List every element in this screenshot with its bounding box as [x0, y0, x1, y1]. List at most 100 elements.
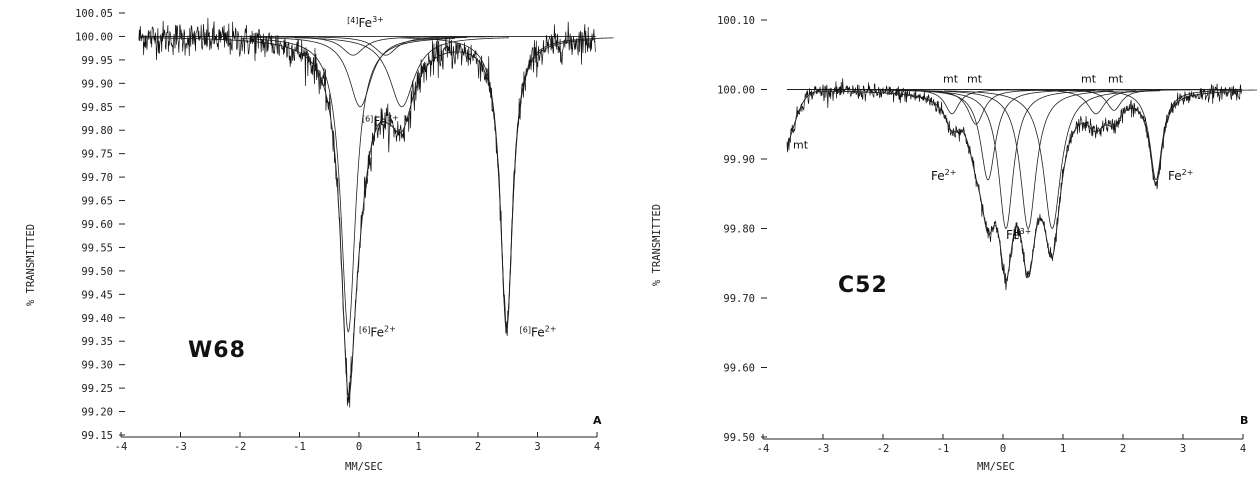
- x-tick-label: -4: [757, 443, 770, 455]
- y-tick-label: 99.15: [81, 430, 113, 442]
- peak-annotation: mt: [1108, 73, 1124, 86]
- panel-a-sample-label: W68: [188, 338, 246, 363]
- y-tick-label: 99.80: [723, 224, 755, 236]
- panel-a-chart: 100.05 100.00 99.95 99.90 99.85 99.80 99.75 99.…: [25, 8, 614, 473]
- panel-b-chart: 100.10 100.00 99.90 99.80 99.70 99.60 99.50 -4…: [651, 15, 1257, 473]
- y-tick-label: 99.90: [723, 154, 755, 166]
- panel-a-y-axis-label: % TRANSMITTED: [25, 224, 37, 306]
- y-tick-label: 99.25: [81, 383, 113, 395]
- x-tick-label: -1: [937, 443, 950, 455]
- x-tick-label: 3: [534, 441, 540, 453]
- y-tick-label: 99.20: [81, 407, 113, 419]
- peak-annotation: Fe2+: [1168, 168, 1193, 183]
- y-tick-label: 99.75: [81, 149, 113, 161]
- annotation-text: Fe: [931, 169, 945, 183]
- component-curve: [399, 37, 614, 329]
- y-tick-label: 99.60: [81, 219, 113, 231]
- annotation-text: Fe: [1006, 228, 1020, 242]
- y-tick-label: 99.35: [81, 336, 113, 348]
- panel-b-letter: B: [1240, 414, 1248, 427]
- annotation-charge: 2+: [545, 325, 557, 334]
- annotation-charge: 3+: [387, 114, 399, 123]
- y-tick-label: 99.70: [723, 293, 755, 305]
- y-tick-label: 99.90: [81, 78, 113, 90]
- y-tick-label: 99.70: [81, 172, 113, 184]
- panel-a-x-ticks: -4 -3 -2 -1 0 1 2 3 4: [115, 432, 600, 453]
- annotation-prefix: [6]: [520, 326, 531, 335]
- panel-b-envelope: [786, 90, 1242, 281]
- annotation-charge: 2+: [384, 325, 396, 334]
- annotation-text: Fe: [1168, 169, 1182, 183]
- x-tick-label: -2: [234, 441, 247, 453]
- panel-b-y-ticks: 100.10 100.00 99.90 99.80 99.70 99.60 99.50: [717, 15, 767, 444]
- peak-annotation: mt: [793, 139, 809, 152]
- annotation-prefix: [4]: [347, 16, 358, 25]
- y-tick-label: 99.45: [81, 289, 113, 301]
- peak-annotation: [4]Fe3+: [347, 15, 384, 30]
- y-tick-label: 99.60: [723, 363, 755, 375]
- y-tick-label: 100.05: [75, 8, 113, 20]
- y-tick-label: 100.00: [75, 31, 113, 43]
- peak-annotation: [6]Fe2+: [359, 325, 396, 340]
- x-tick-label: -2: [877, 443, 890, 455]
- panel-a-envelope: [138, 37, 596, 398]
- y-tick-label: 100.00: [717, 85, 755, 97]
- component-curve: [944, 90, 1161, 229]
- panel-a-annotations: [4]Fe3+[6]Fe3+[6]Fe2+ [6]Fe2+: [347, 15, 556, 339]
- component-curve: [920, 90, 1137, 230]
- x-tick-label: 1: [1060, 443, 1066, 455]
- panel-b-x-ticks: -4 -3 -2 -1 0 1 2 3 4: [757, 434, 1246, 455]
- y-tick-label: 99.50: [81, 266, 113, 278]
- component-curve: [1047, 89, 1257, 181]
- peak-annotation: mt: [967, 73, 983, 86]
- x-tick-label: -4: [115, 441, 128, 453]
- peak-annotation: Fe3+: [1006, 227, 1031, 242]
- peak-annotation: mt: [1081, 73, 1097, 86]
- annotation-charge: 3+: [1020, 227, 1032, 236]
- component-curve: [278, 36, 493, 56]
- x-tick-label: 0: [1000, 443, 1006, 455]
- annotation-charge: 2+: [945, 168, 957, 177]
- panel-a-letter: A: [593, 414, 602, 427]
- x-tick-label: 4: [594, 441, 600, 453]
- x-tick-label: 4: [1240, 443, 1246, 455]
- panel-a-components: [138, 35, 614, 333]
- annotation-text: Fe: [358, 16, 372, 30]
- peak-annotation: [6]Fe3+: [362, 114, 399, 129]
- x-tick-label: -3: [174, 441, 187, 453]
- peak-annotation: mt: [943, 73, 959, 86]
- panel-b-components: [787, 89, 1257, 230]
- peak-annotation: Fe2+: [931, 168, 956, 183]
- x-tick-label: -3: [817, 443, 830, 455]
- y-tick-label: 99.85: [81, 102, 113, 114]
- component-curve: [897, 90, 1114, 230]
- annotation-text: Fe: [373, 115, 387, 129]
- component-curve: [241, 38, 455, 333]
- x-tick-label: 2: [475, 441, 481, 453]
- component-curve: [253, 37, 467, 108]
- annotation-prefix: [6]: [362, 115, 373, 124]
- x-tick-label: -1: [293, 441, 306, 453]
- component-curve: [294, 37, 509, 108]
- annotation-charge: 3+: [372, 15, 384, 24]
- y-tick-label: 99.50: [723, 432, 755, 444]
- panel-b-spectrum: [786, 78, 1242, 291]
- y-tick-label: 100.10: [717, 15, 755, 27]
- y-tick-label: 99.55: [81, 242, 113, 254]
- y-tick-label: 99.95: [81, 55, 113, 67]
- x-tick-label: 2: [1120, 443, 1126, 455]
- y-tick-label: 99.40: [81, 313, 113, 325]
- x-tick-label: 3: [1180, 443, 1186, 455]
- panel-b-sample-label: C52: [838, 273, 888, 298]
- annotation-charge: 2+: [1182, 168, 1194, 177]
- x-tick-label: 0: [356, 441, 362, 453]
- y-tick-label: 99.80: [81, 125, 113, 137]
- component-curve: [1005, 89, 1223, 111]
- y-tick-label: 99.65: [81, 196, 113, 208]
- panel-b-y-axis-label: % TRANSMITTED: [651, 204, 663, 286]
- panel-b-x-axis-label: MM/SEC: [977, 461, 1015, 473]
- panel-a-y-ticks: 100.05 100.00 99.95 99.90 99.85 99.80 99.75 99.…: [75, 8, 125, 442]
- annotation-prefix: [6]: [359, 326, 370, 335]
